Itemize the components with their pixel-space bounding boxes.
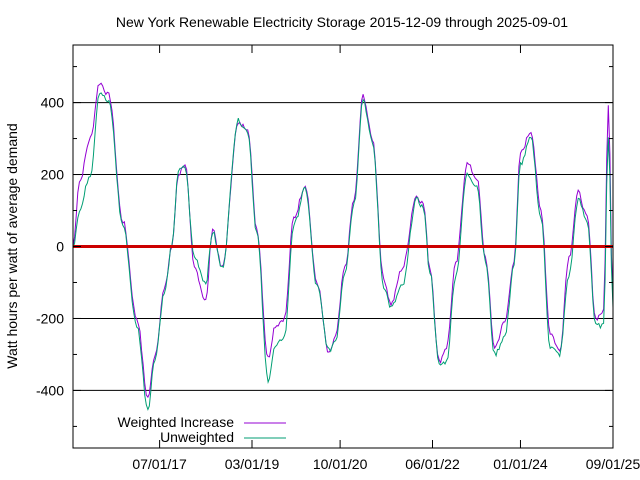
series-layer bbox=[72, 82, 614, 411]
x-tick-label: 07/01/17 bbox=[132, 456, 187, 472]
y-axis-label: Watt hours per watt of average demand bbox=[4, 123, 20, 368]
x-tick-label: 01/01/24 bbox=[493, 456, 548, 472]
axis-ticks: 400 200 0 -200 -400 07/01/17 03/01/19 10/01/20 0… bbox=[36, 45, 640, 472]
x-tick-label: 03/01/19 bbox=[225, 456, 280, 472]
x-tick-label: 09/01/25 bbox=[586, 456, 640, 472]
legend-label-weighted: Weighted Increase bbox=[118, 414, 235, 430]
x-tick-label: 06/01/22 bbox=[405, 456, 460, 472]
legend-label-unweighted: Unweighted bbox=[160, 429, 234, 445]
y-tick-label: -200 bbox=[36, 310, 64, 326]
legend: Weighted Increase Unweighted bbox=[118, 414, 286, 445]
gridlines bbox=[73, 102, 613, 391]
y-tick-label: 400 bbox=[41, 95, 65, 111]
y-tick-label: -400 bbox=[36, 382, 64, 398]
x-tick-label: 10/01/20 bbox=[313, 456, 368, 472]
chart-title: New York Renewable Electricity Storage 2… bbox=[116, 14, 568, 30]
y-tick-label: 200 bbox=[41, 167, 65, 183]
plot-border bbox=[72, 44, 614, 449]
series-line-unweighted bbox=[72, 92, 614, 411]
series-line-weighted bbox=[72, 82, 614, 399]
y-tick-label: 0 bbox=[56, 239, 64, 255]
